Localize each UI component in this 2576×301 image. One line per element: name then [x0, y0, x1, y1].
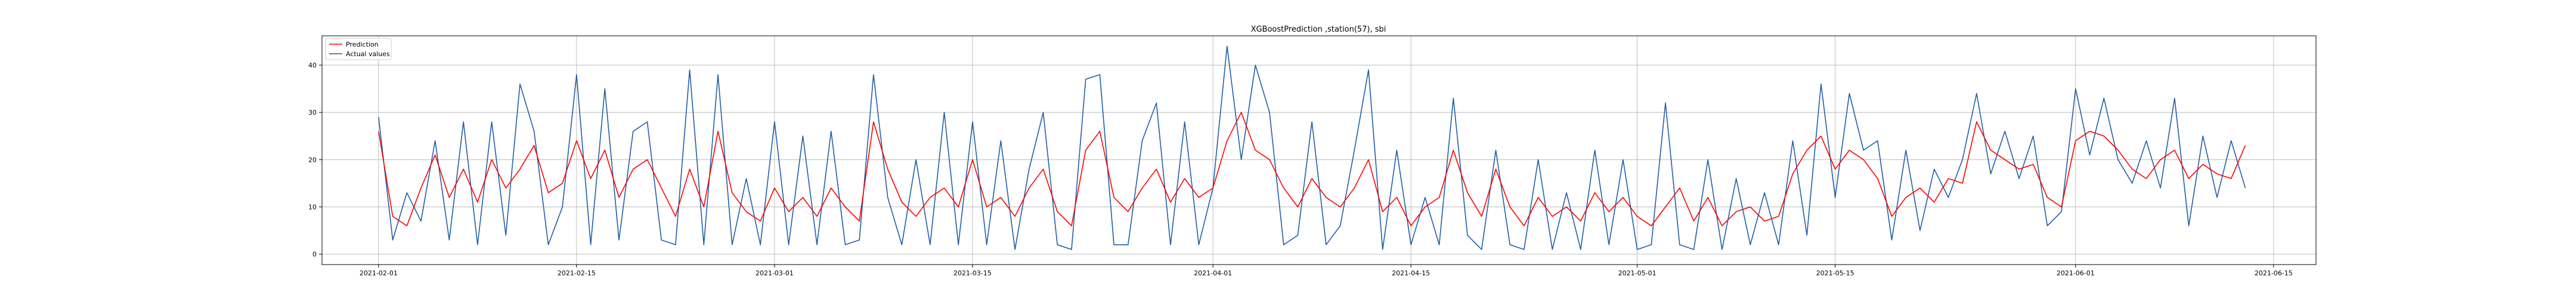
x-tick-label: 2021-06-01: [2057, 269, 2095, 277]
legend: Prediction Actual values: [325, 38, 392, 60]
y-tick-label: 40: [308, 62, 317, 69]
legend-label: Actual values: [346, 50, 390, 58]
x-tick-label: 2021-04-01: [1194, 269, 1232, 277]
y-tick-label: 30: [308, 109, 317, 116]
series-line-actual-values: [378, 45, 2246, 250]
legend-label: Prediction: [346, 41, 379, 48]
plot-frame: [321, 35, 2317, 265]
y-tick-label: 10: [308, 203, 317, 211]
x-tick-label: 2021-04-15: [1392, 269, 1430, 277]
x-tick-label: 2021-03-15: [953, 269, 992, 277]
y-tick-label: 20: [308, 156, 317, 164]
x-tick-label: 2021-06-15: [2255, 269, 2293, 277]
series-layer: [378, 45, 2246, 250]
y-tick-label: 0: [312, 251, 317, 259]
x-tick-label: 2021-03-01: [756, 269, 794, 277]
series-line-prediction: [378, 112, 2246, 226]
x-tick-label: 2021-02-01: [360, 269, 398, 277]
tick-layer: 2021-02-01 2021-02-15 2021-03-01 2021-03-15…: [308, 62, 2293, 277]
x-tick-label: 2021-05-15: [1816, 269, 1854, 277]
grid-layer: [322, 36, 2316, 265]
chart-title: XGBoostPrediction ,station(57), sbi: [1251, 25, 1386, 34]
x-tick-label: 2021-02-15: [558, 269, 596, 277]
x-tick-label: 2021-05-01: [1618, 269, 1657, 277]
legend-box: [325, 38, 392, 60]
